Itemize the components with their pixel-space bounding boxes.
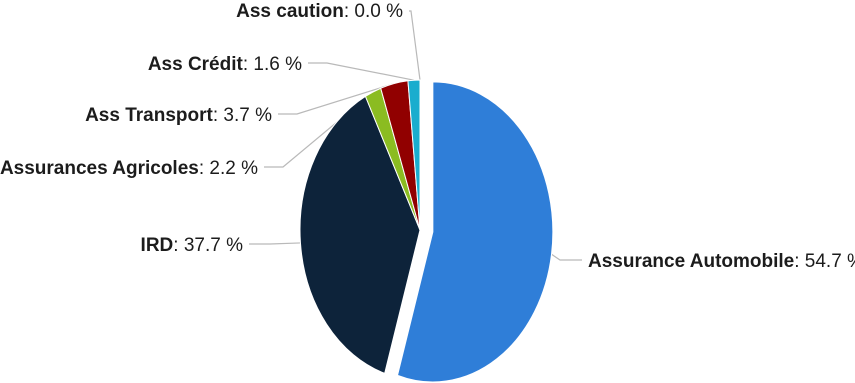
slice-label-assurances-agricoles: Assurances Agricoles: 2.2 % xyxy=(0,158,258,179)
pie-slice-assurance-automobile xyxy=(396,81,554,383)
connector-ass-caution xyxy=(409,10,421,81)
slice-separator: : xyxy=(344,1,355,22)
slice-value-ird: 37.7 % xyxy=(184,235,243,256)
slice-label-ass-credit: Ass Crédit: 1.6 % xyxy=(148,54,302,75)
slice-separator: : xyxy=(794,251,805,272)
slice-name-ass-credit: Ass Crédit xyxy=(148,54,244,75)
slice-name-ird: IRD xyxy=(141,235,174,256)
pie-slices xyxy=(299,79,554,383)
slice-separator: : xyxy=(243,54,254,75)
connector-ass-credit xyxy=(308,62,415,81)
slice-name-ass-transport: Ass Transport xyxy=(85,105,213,126)
slice-value-assurances-agricoles: 2.2 % xyxy=(209,158,258,179)
slice-label-ass-caution: Ass caution: 0.0 % xyxy=(236,1,403,22)
connector-assurance-automobile xyxy=(551,253,582,261)
slice-label-ass-transport: Ass Transport: 3.7 % xyxy=(85,105,272,126)
slice-separator: : xyxy=(173,235,184,256)
slice-value-ass-credit: 1.6 % xyxy=(253,54,302,75)
slice-separator: : xyxy=(199,158,210,179)
slice-name-assurances-agricoles: Assurances Agricoles xyxy=(0,158,199,179)
slice-name-ass-caution: Ass caution xyxy=(236,1,344,22)
slice-label-assurance-automobile: Assurance Automobile: 54.7 % xyxy=(588,251,855,272)
connector-ird xyxy=(249,242,301,245)
slice-value-ass-transport: 3.7 % xyxy=(223,105,272,126)
slice-name-assurance-automobile: Assurance Automobile xyxy=(588,251,794,272)
slice-label-ird: IRD: 37.7 % xyxy=(141,235,244,256)
pie-slice-ass-credit xyxy=(407,79,421,231)
slice-value-assurance-automobile: 54.7 % xyxy=(805,251,855,272)
slice-separator: : xyxy=(213,105,224,126)
connector-ass-transport xyxy=(278,82,395,115)
slice-value-ass-caution: 0.0 % xyxy=(354,1,403,22)
pie-slice-ird xyxy=(299,95,421,375)
slice-labels: Assurance Automobile: 54.7 % IRD: 37.7 % A… xyxy=(0,1,855,272)
